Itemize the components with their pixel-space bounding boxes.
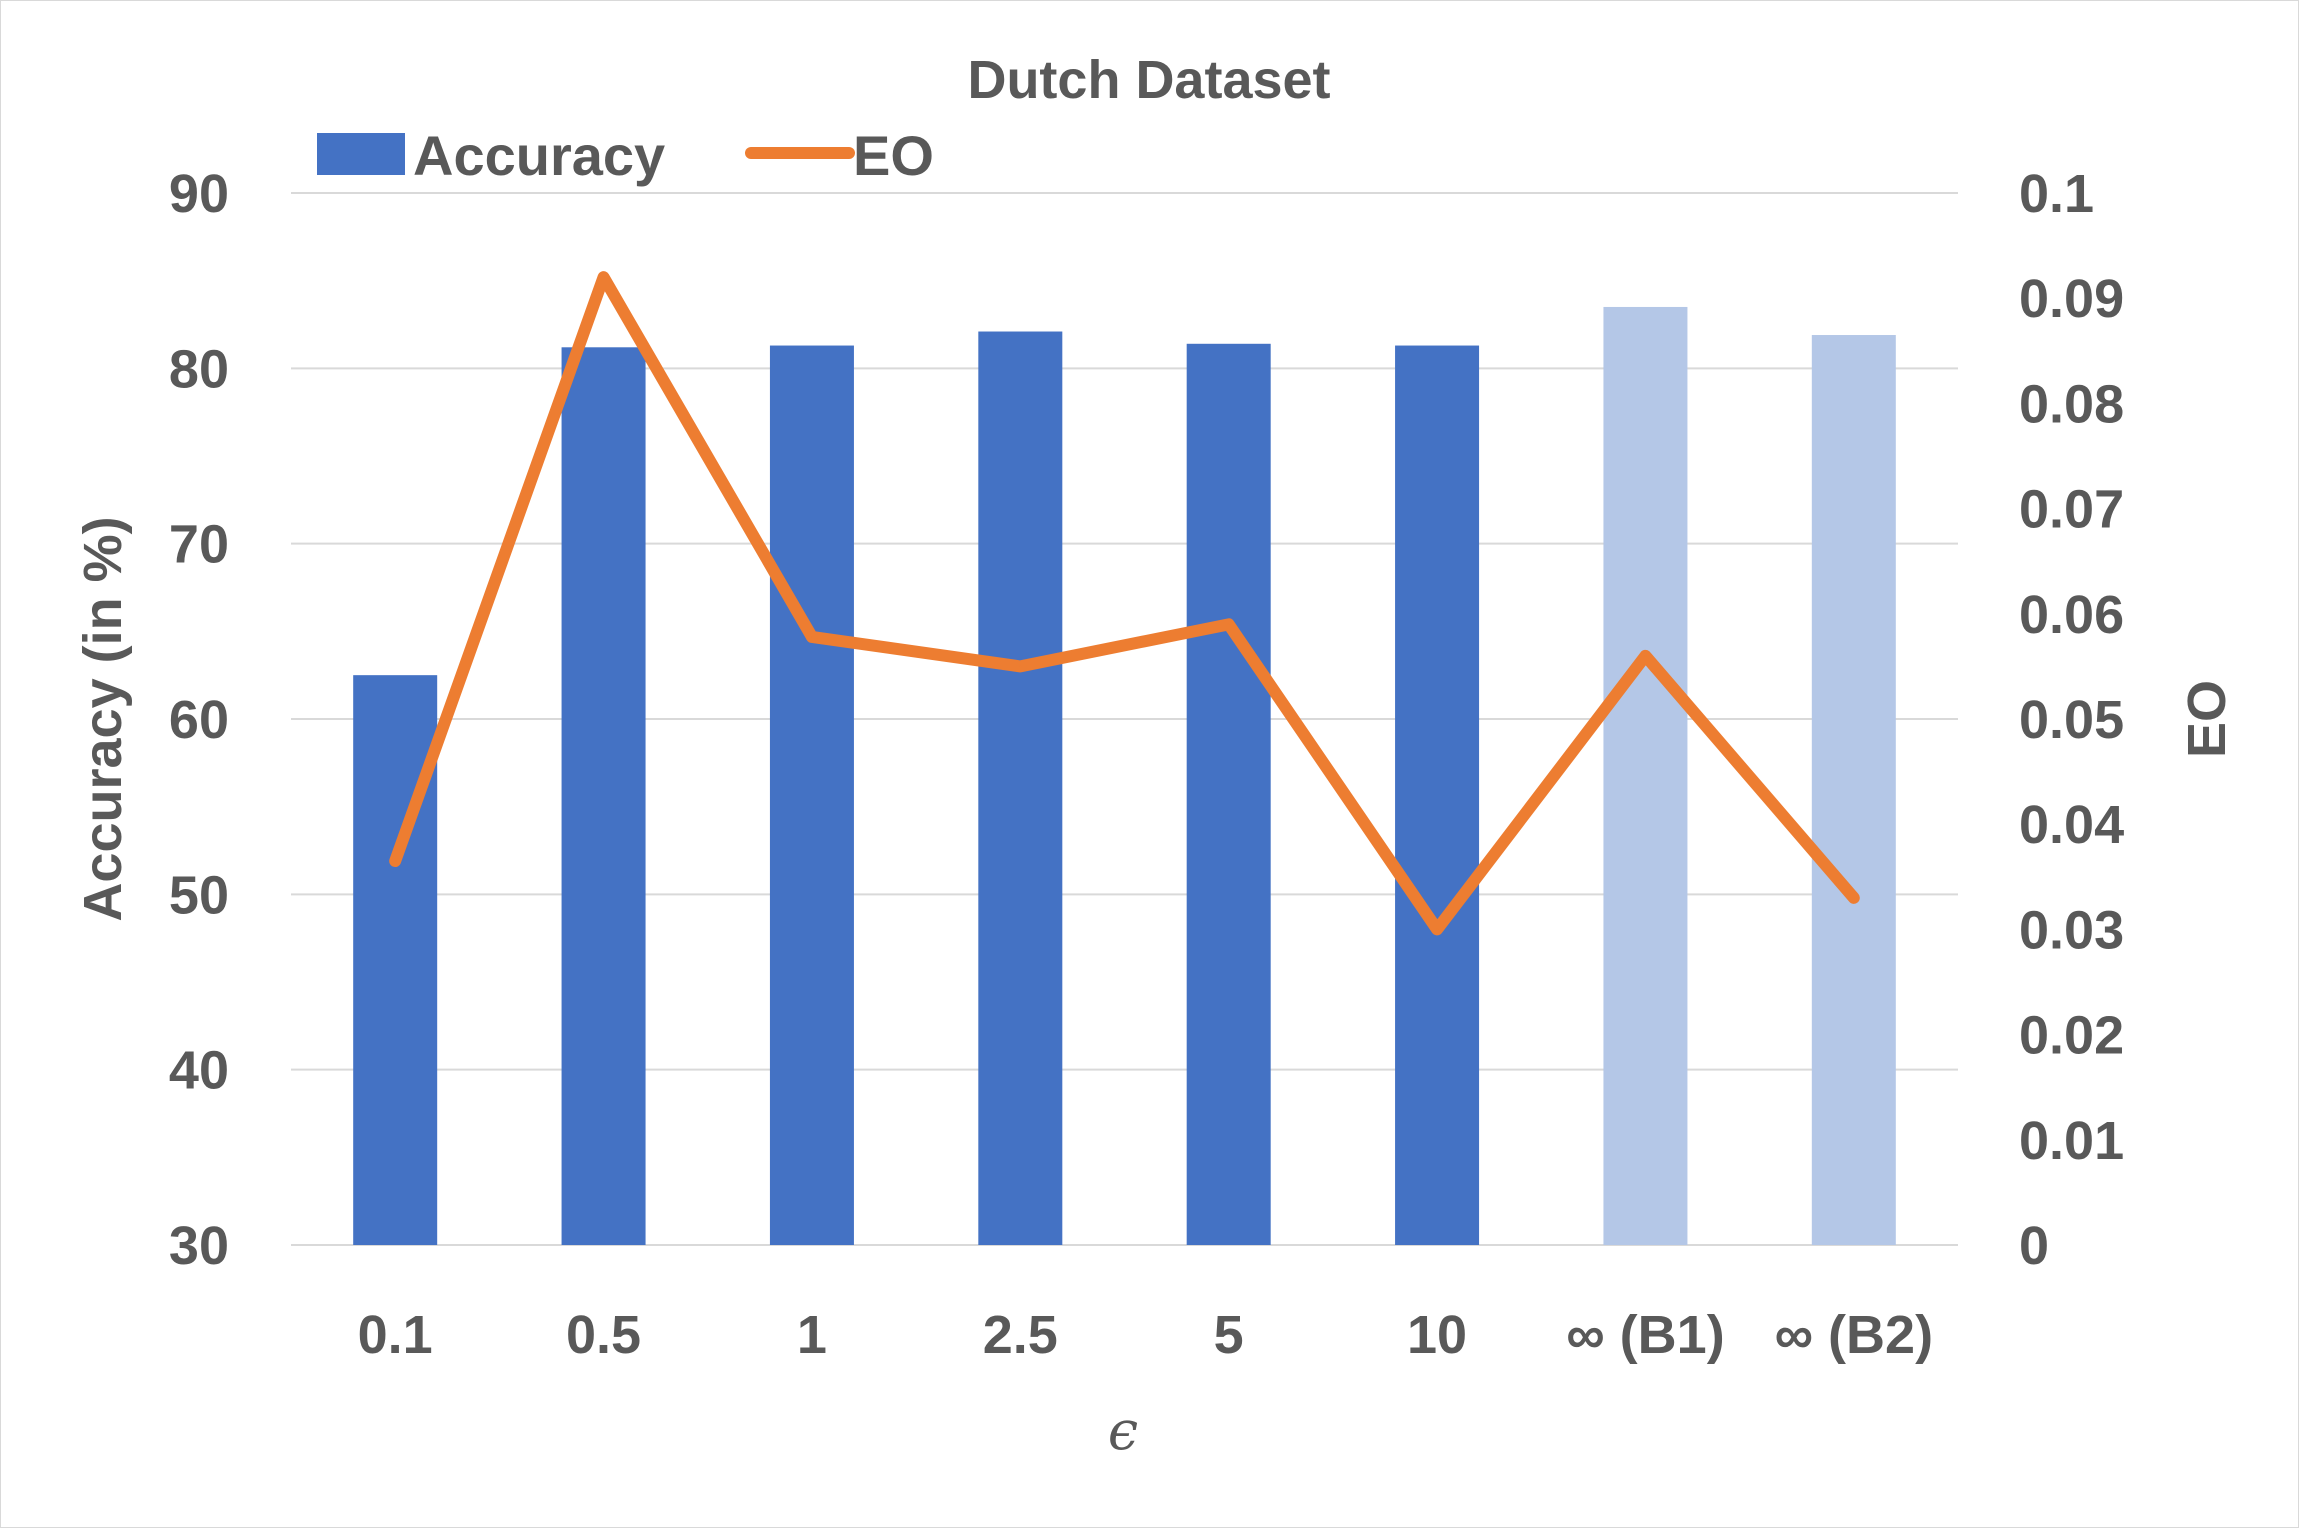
chart-title: Dutch Dataset	[967, 50, 1330, 110]
x-tick: 0.1	[358, 1305, 433, 1365]
bar-accuracy	[1186, 343, 1271, 1246]
legend-swatch-accuracy	[317, 133, 405, 175]
y-tick-left: 70	[169, 515, 229, 575]
x-tick: 1	[797, 1305, 827, 1365]
y-tick-right: 0.02	[2019, 1006, 2124, 1066]
y-axis-label-right: EO	[2177, 680, 2237, 758]
right-axis-ticks: 0.1 0.09 0.08 0.07 0.06 0.05 0.04 0.03 0.02 0.01 0	[2019, 164, 2124, 1276]
y-tick-right: 0.09	[2019, 269, 2124, 329]
legend: Accuracy EO	[317, 124, 934, 187]
x-tick: 10	[1407, 1305, 1467, 1365]
y-tick-left: 60	[169, 690, 229, 750]
eo-point	[810, 635, 813, 638]
bar-accuracy	[769, 345, 854, 1245]
eo-line-group	[389, 271, 1860, 936]
y-tick-right: 0.03	[2019, 900, 2124, 960]
y-axis-label-left: Accuracy (in %)	[73, 516, 133, 921]
x-axis-label: ϵ	[1108, 1399, 1138, 1462]
legend-label-eo: EO	[853, 124, 934, 187]
eo-line	[389, 271, 1860, 936]
x-axis-ticks: 0.1 0.5 1 2.5 5 10 ∞ (B1) ∞ (B2)	[358, 1305, 1933, 1365]
eo-point	[1852, 896, 1855, 899]
y-tick-right: 0.04	[2019, 795, 2124, 855]
y-tick-left: 30	[169, 1216, 229, 1276]
y-tick-right: 0.05	[2019, 690, 2124, 750]
bar-accuracy	[561, 347, 646, 1245]
y-tick-left: 50	[169, 865, 229, 925]
x-tick: 0.5	[566, 1305, 641, 1365]
x-tick: ∞ (B2)	[1775, 1305, 1934, 1365]
eo-point	[1436, 928, 1439, 931]
bar-accuracy	[978, 331, 1063, 1246]
y-tick-left: 90	[169, 164, 229, 224]
x-tick: 5	[1214, 1305, 1244, 1365]
left-axis-ticks: 90 80 70 60 50 40 30	[169, 164, 229, 1276]
eo-point	[1019, 665, 1022, 668]
x-tick: ∞ (B1)	[1566, 1305, 1725, 1365]
y-tick-right: 0.07	[2019, 480, 2124, 540]
y-tick-right: 0.1	[2019, 164, 2094, 224]
y-tick-right: 0.06	[2019, 585, 2124, 645]
grid-lines	[291, 192, 1958, 1246]
x-tick: 2.5	[983, 1305, 1058, 1365]
bar-accuracy	[1811, 335, 1896, 1245]
accuracy-bars	[353, 306, 1896, 1246]
eo-point	[394, 860, 397, 863]
y-tick-left: 80	[169, 339, 229, 399]
eo-point	[1227, 623, 1230, 626]
eo-point	[602, 276, 605, 279]
y-tick-left: 40	[169, 1041, 229, 1101]
y-tick-right: 0	[2019, 1216, 2049, 1276]
bar-accuracy	[1395, 345, 1480, 1245]
bar-accuracy	[353, 675, 438, 1245]
legend-label-accuracy: Accuracy	[413, 124, 665, 187]
eo-point	[1644, 654, 1647, 657]
y-tick-right: 0.01	[2019, 1111, 2124, 1171]
y-tick-right: 0.08	[2019, 374, 2124, 434]
bar-accuracy	[1603, 306, 1688, 1245]
